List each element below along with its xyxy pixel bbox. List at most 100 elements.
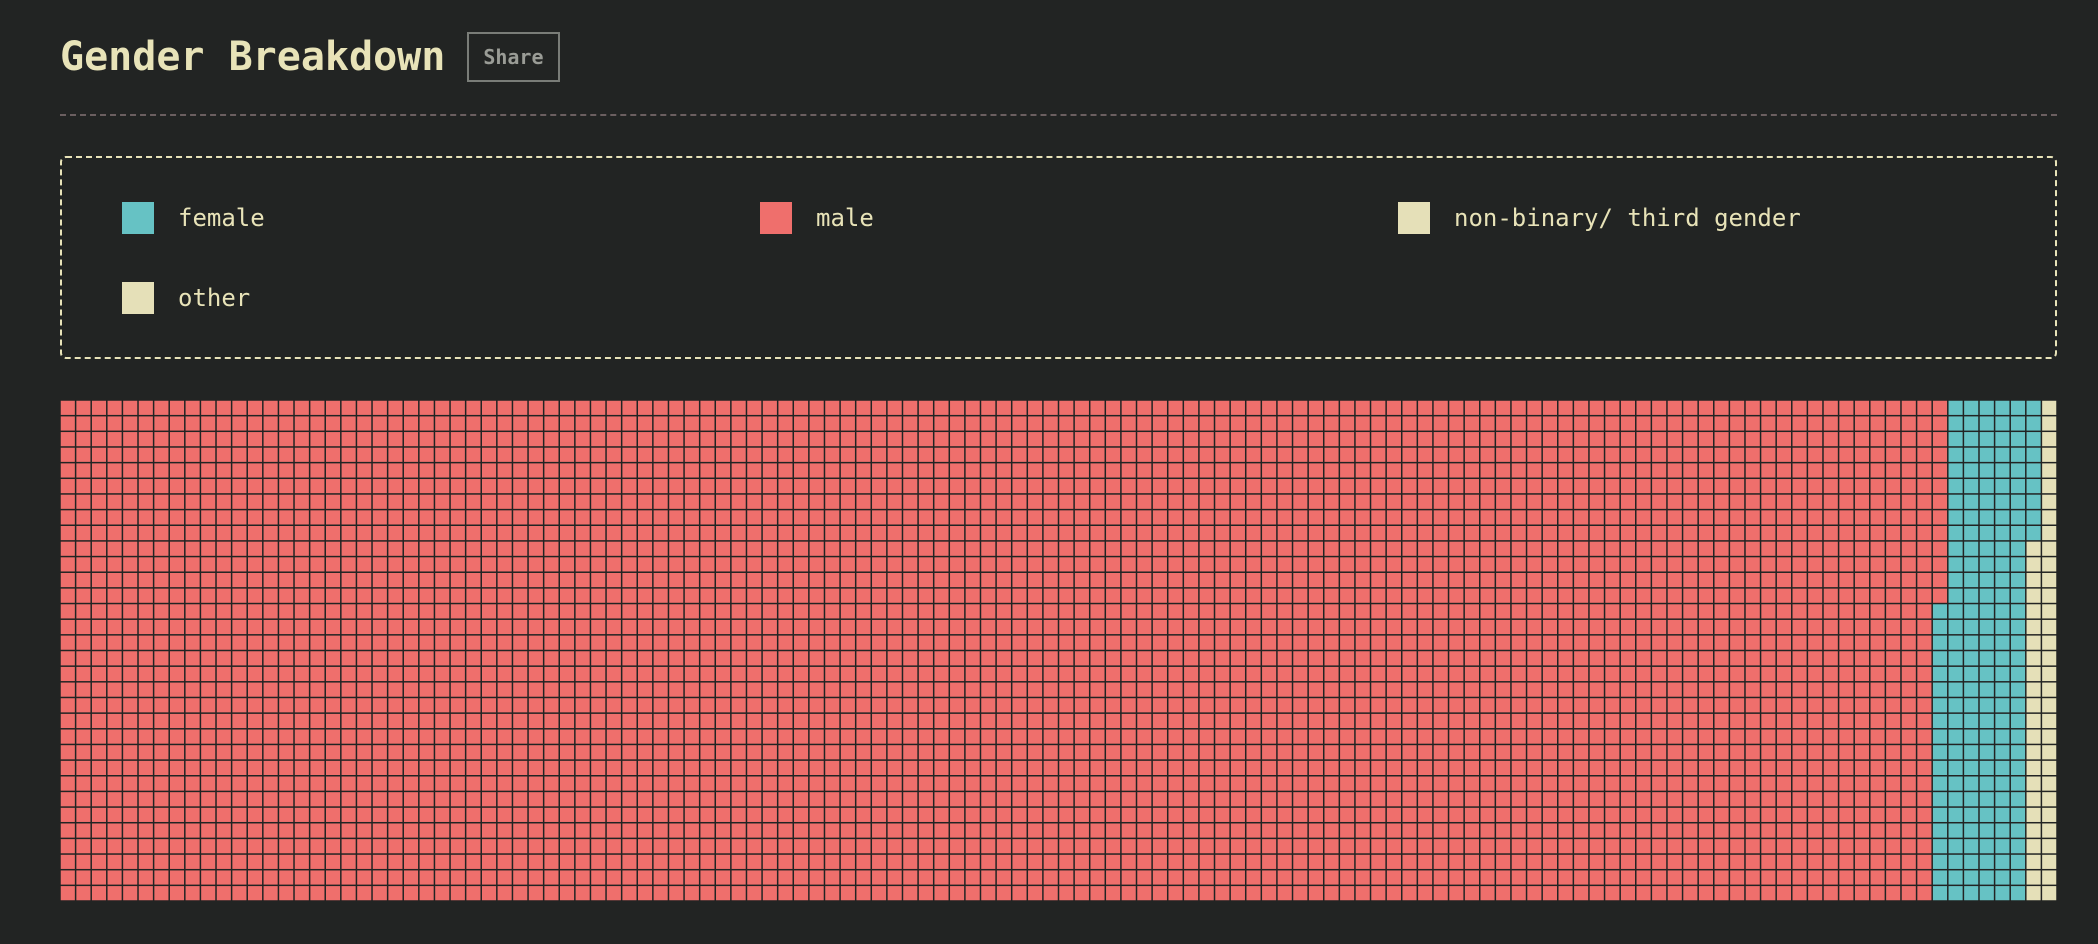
waffle-cell-male bbox=[1230, 619, 1245, 635]
waffle-cell-male bbox=[1074, 635, 1089, 650]
waffle-cell-female bbox=[1964, 635, 1979, 650]
waffle-cell-male bbox=[1589, 839, 1604, 854]
waffle-cell-male bbox=[544, 745, 559, 760]
waffle-cell-male bbox=[544, 557, 559, 572]
waffle-cell-male bbox=[544, 886, 559, 901]
waffle-cell-male bbox=[1386, 400, 1401, 415]
waffle-cell-male bbox=[887, 479, 902, 494]
waffle-cell-male bbox=[216, 635, 231, 650]
waffle-cell-male bbox=[1527, 854, 1542, 869]
waffle-cell-male bbox=[981, 651, 996, 666]
waffle-cell-male bbox=[1558, 807, 1573, 822]
waffle-cell-male bbox=[91, 541, 107, 556]
waffle-cell-male bbox=[560, 510, 575, 525]
waffle-cell-male bbox=[575, 557, 590, 572]
waffle-cell-male bbox=[1496, 619, 1511, 635]
waffle-cell-male bbox=[872, 870, 887, 885]
waffle-cell-male bbox=[1854, 839, 1870, 854]
waffle-cell-male bbox=[60, 588, 75, 603]
waffle-cell-male bbox=[934, 854, 949, 869]
waffle-cell-male bbox=[91, 760, 107, 775]
waffle-cell-male bbox=[1215, 745, 1230, 760]
waffle-cell-male bbox=[357, 619, 372, 635]
waffle-cell-male bbox=[622, 870, 637, 885]
waffle-cell-male bbox=[185, 839, 200, 854]
waffle-cell-male bbox=[1917, 839, 1932, 854]
waffle-cell-male bbox=[388, 713, 403, 729]
waffle-cell-male bbox=[591, 494, 606, 509]
waffle-cell-male bbox=[1137, 854, 1152, 869]
waffle-cell-male bbox=[1714, 494, 1729, 509]
waffle-cell-male bbox=[887, 698, 902, 713]
waffle-cell-male bbox=[201, 870, 216, 885]
waffle-cell-male bbox=[809, 432, 824, 447]
waffle-cell-male bbox=[1121, 776, 1136, 791]
waffle-cell-female bbox=[2010, 776, 2026, 791]
waffle-cell-male bbox=[918, 760, 933, 775]
waffle-cell-male bbox=[1043, 479, 1058, 494]
waffle-cell-male bbox=[965, 776, 980, 791]
waffle-cell-male bbox=[840, 447, 855, 462]
waffle-cell-male bbox=[1168, 666, 1183, 682]
waffle-cell-male bbox=[1074, 494, 1089, 509]
waffle-cell-male bbox=[684, 510, 699, 525]
waffle-cell-male bbox=[1620, 416, 1636, 431]
waffle-cell-male bbox=[357, 510, 372, 525]
waffle-cell-male bbox=[950, 760, 965, 775]
waffle-cell-male bbox=[1932, 588, 1948, 603]
waffle-cell-male bbox=[138, 557, 153, 572]
waffle-cell-non-binary-third-gender bbox=[2042, 713, 2057, 729]
waffle-cell-male bbox=[1714, 479, 1729, 494]
waffle-cell-male bbox=[1262, 713, 1277, 729]
waffle-cell-male bbox=[419, 651, 434, 666]
waffle-cell-male bbox=[1730, 729, 1745, 744]
waffle-cell-male bbox=[1839, 510, 1854, 525]
waffle-cell-male bbox=[154, 745, 169, 760]
waffle-cell-male bbox=[544, 400, 559, 415]
waffle-cell-male bbox=[201, 526, 216, 541]
waffle-cell-male bbox=[747, 651, 762, 666]
waffle-cell-male bbox=[1839, 604, 1854, 619]
waffle-cell-male bbox=[591, 745, 606, 760]
waffle-cell-male bbox=[1542, 823, 1557, 838]
waffle-cell-male bbox=[1527, 666, 1542, 682]
waffle-cell-male bbox=[138, 776, 153, 791]
waffle-cell-male bbox=[1293, 713, 1308, 729]
waffle-cell-male bbox=[1293, 854, 1308, 869]
waffle-cell-male bbox=[809, 886, 824, 901]
waffle-cell-male bbox=[1293, 400, 1308, 415]
waffle-cell-male bbox=[1652, 807, 1667, 822]
waffle-cell-male bbox=[1402, 432, 1417, 447]
share-button[interactable]: Share bbox=[467, 32, 560, 82]
waffle-cell-female bbox=[1964, 572, 1979, 588]
waffle-cell-male bbox=[123, 447, 138, 462]
waffle-cell-male bbox=[294, 729, 309, 744]
waffle-cell-male bbox=[357, 651, 372, 666]
waffle-cell-male bbox=[716, 886, 731, 901]
waffle-cell-male bbox=[716, 651, 731, 666]
waffle-cell-male bbox=[1605, 604, 1620, 619]
waffle-cell-male bbox=[1574, 870, 1589, 885]
waffle-cell-other bbox=[2042, 823, 2057, 838]
waffle-cell-male bbox=[591, 666, 606, 682]
waffle-cell-male bbox=[840, 604, 855, 619]
waffle-cell-male bbox=[1074, 572, 1089, 588]
waffle-cell-male bbox=[419, 760, 434, 775]
waffle-cell-male bbox=[1527, 416, 1542, 431]
waffle-cell-male bbox=[1449, 823, 1464, 838]
waffle-cell-male bbox=[669, 651, 684, 666]
waffle-cell-male bbox=[1230, 494, 1245, 509]
waffle-cell-male bbox=[216, 666, 231, 682]
waffle-cell-male bbox=[669, 604, 684, 619]
waffle-cell-male bbox=[1012, 745, 1027, 760]
waffle-cell-female bbox=[2010, 807, 2026, 822]
waffle-cell-male bbox=[950, 432, 965, 447]
waffle-cell-male bbox=[91, 854, 107, 869]
waffle-cell-male bbox=[1090, 839, 1105, 854]
waffle-cell-male bbox=[1355, 635, 1370, 650]
waffle-cell-male bbox=[591, 416, 606, 431]
waffle-cell-male bbox=[716, 713, 731, 729]
waffle-cell-female bbox=[1948, 886, 1963, 901]
waffle-cell-male bbox=[1620, 698, 1636, 713]
waffle-cell-male bbox=[294, 400, 309, 415]
